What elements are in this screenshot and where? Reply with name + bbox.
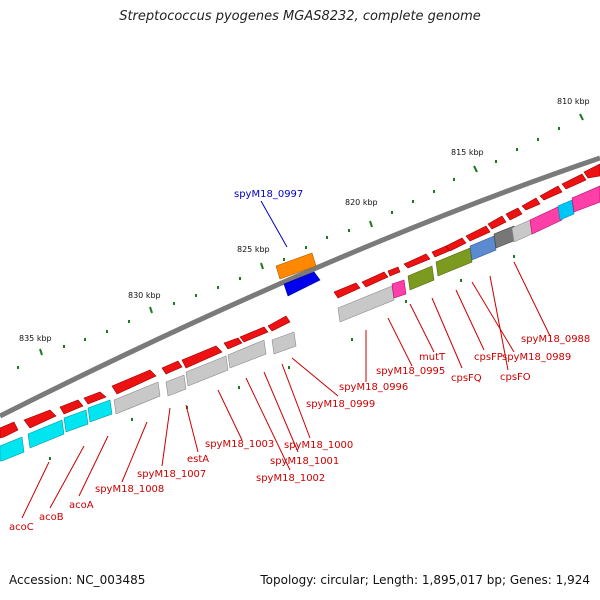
gene-arrow — [561, 173, 587, 190]
gene-leader-lines — [21, 261, 551, 519]
gene-arrow — [465, 225, 491, 242]
gene-block — [227, 339, 267, 369]
gene-block — [435, 247, 473, 277]
gene-block — [0, 436, 25, 462]
gene-block — [337, 285, 395, 323]
scale-label-830: 830 kbp — [128, 291, 161, 300]
minor-tick-dots — [17, 127, 560, 369]
scale-label-820: 820 kbp — [345, 198, 378, 207]
gene-label: spyM18_1003 — [205, 439, 274, 450]
inner-strand-genes — [0, 185, 600, 462]
gene-arrow — [23, 409, 57, 429]
gene-arrow — [583, 163, 600, 179]
gene-block — [27, 419, 65, 449]
gene-label: spyM18_0999 — [306, 399, 375, 410]
gene-arrow — [361, 271, 389, 288]
selected-gene-top — [275, 252, 317, 280]
gene-label: acoB — [39, 512, 64, 523]
gene-label: acoA — [69, 500, 94, 511]
gene-label: spyM18_1002 — [256, 473, 325, 484]
gene-label: spyM18_0995 — [376, 366, 445, 377]
scale-label-810: 810 kbp — [557, 97, 590, 106]
gene-arrow — [83, 391, 107, 405]
gene-label: estA — [187, 454, 209, 465]
gene-arrow — [161, 360, 183, 375]
gene-arrow — [239, 326, 269, 343]
gene-arrow — [445, 237, 467, 252]
gene-label: acoC — [9, 522, 34, 533]
gene-block — [391, 279, 407, 299]
gene-arrow — [59, 399, 84, 415]
major-tick — [579, 113, 584, 121]
gene-arrow — [505, 207, 523, 221]
scale-labels: 835 kbp 830 kbp 825 kbp 820 kbp 815 kbp … — [19, 97, 590, 343]
genome-summary-text: Topology: circular; Length: 1,895,017 bp… — [260, 573, 590, 587]
genome-title: Streptococcus pyogenes MGAS8232, complet… — [119, 9, 481, 24]
gene-block — [557, 199, 575, 221]
outer-strand-genes — [0, 163, 600, 439]
gene-arrow — [111, 369, 157, 395]
gene-label: spyM18_0996 — [339, 382, 408, 393]
scale-ticks — [17, 113, 584, 460]
gene-arrow — [487, 215, 507, 230]
major-tick — [473, 165, 478, 173]
gene-label: cpsFQ — [451, 373, 482, 384]
gene-label: spyM18_1007 — [137, 469, 206, 480]
gene-block — [529, 205, 563, 235]
gene-label: cpsFP — [474, 352, 503, 363]
genome-backbone — [0, 155, 600, 419]
selected-gene-leader — [260, 200, 288, 248]
scale-label-815: 815 kbp — [451, 148, 484, 157]
gene-label: spyM18_1000 — [284, 440, 353, 451]
gene-label: spyM18_0988 — [521, 334, 590, 345]
gene-arrow — [223, 337, 243, 350]
gene-block — [113, 381, 161, 415]
gene-label: mutT — [419, 352, 446, 363]
gene-block — [63, 409, 89, 433]
gene-block — [571, 185, 600, 213]
gene-label: spyM18_0989 — [502, 352, 571, 363]
gene-label: spyM18_1008 — [95, 484, 164, 495]
tick-marks — [39, 113, 584, 356]
scale-label-835: 835 kbp — [19, 334, 52, 343]
gene-block — [87, 399, 113, 423]
gene-arrow — [521, 197, 541, 211]
gene-arrow — [403, 253, 431, 269]
gene-block — [165, 374, 187, 397]
gene-block — [271, 331, 297, 355]
gene-label: cpsFO — [500, 372, 531, 383]
selected-gene-label: spyM18_0997 — [234, 189, 303, 200]
gene-arrow — [387, 266, 401, 277]
gene-block — [469, 235, 497, 261]
gene-labels: acoC acoB acoA spyM18_1008 spyM18_1007 e… — [9, 334, 590, 533]
gene-arrow — [431, 245, 450, 258]
major-tick — [149, 306, 153, 314]
gene-arrow — [267, 315, 291, 332]
scale-label-825: 825 kbp — [237, 245, 270, 254]
gene-block — [511, 219, 533, 243]
selected-gene-bottom — [283, 271, 321, 297]
gene-arrow — [181, 345, 223, 369]
gene-label: spyM18_1001 — [270, 456, 339, 467]
accession-text: Accession: NC_003485 — [9, 573, 146, 587]
selected-gene[interactable]: spyM18_0997 — [234, 189, 321, 297]
major-tick — [39, 348, 43, 356]
gene-block — [185, 355, 229, 387]
major-tick — [260, 262, 264, 270]
major-tick — [369, 220, 373, 228]
gene-arrow — [333, 282, 361, 299]
gene-arrow — [0, 421, 19, 439]
gene-arrow — [539, 185, 563, 201]
gene-block — [407, 265, 435, 291]
